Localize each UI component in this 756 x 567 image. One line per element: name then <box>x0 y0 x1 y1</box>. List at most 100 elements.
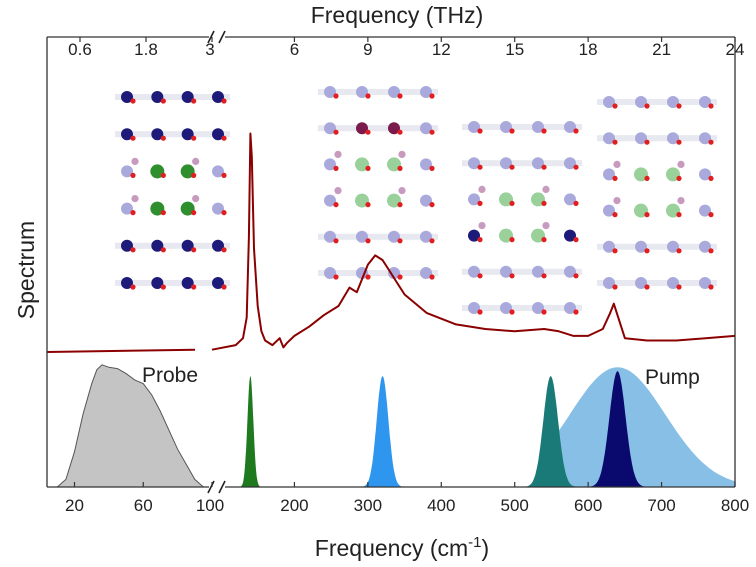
bottom-tick-label: 60 <box>134 496 153 515</box>
atom <box>121 202 133 215</box>
oxygen-atom <box>429 165 435 171</box>
atom <box>334 187 342 195</box>
oxygen-atom <box>221 98 227 104</box>
oxygen-atom <box>429 129 435 135</box>
oxygen-atom <box>365 93 371 99</box>
atom <box>324 122 336 135</box>
oxygen-atom <box>130 247 136 253</box>
atom <box>603 277 615 289</box>
oxygen-atom <box>612 284 618 290</box>
atom <box>151 277 164 289</box>
atom <box>334 150 342 158</box>
oxygen-atom <box>221 172 227 178</box>
oxygen-atom <box>191 135 197 141</box>
oxygen-atom <box>477 128 483 134</box>
atom <box>468 157 480 170</box>
atom <box>564 193 576 206</box>
oxygen-atom <box>541 164 547 170</box>
atom <box>468 229 480 242</box>
atom <box>603 168 615 181</box>
bottom-axis-title-close: ) <box>482 535 490 561</box>
oxygen-atom <box>477 273 483 279</box>
oxygen-atom <box>191 98 197 104</box>
atom <box>121 128 133 141</box>
bottom-tick-label: 20 <box>65 496 84 515</box>
oxygen-atom <box>509 309 515 315</box>
oxygen-atom <box>612 103 618 109</box>
oxygen-atom <box>644 103 650 109</box>
top-tick-label: 24 <box>726 40 745 59</box>
top-tick-label: 6 <box>290 40 299 59</box>
atom <box>388 230 400 243</box>
lattice-plane <box>462 268 582 275</box>
oxygen-atom <box>573 128 579 134</box>
atom <box>603 96 615 108</box>
bottom-axis-title: Frequency (cm-1) <box>315 534 489 561</box>
atom <box>324 158 336 171</box>
axis-break-mark <box>207 30 215 44</box>
atom <box>420 194 432 207</box>
oxygen-atom <box>541 309 547 315</box>
atom <box>667 132 679 145</box>
oxygen-atom <box>477 309 483 315</box>
atom <box>699 277 711 289</box>
atom <box>478 185 486 193</box>
atom <box>699 240 711 253</box>
bottom-axis-ticks: 20 60 100 200 300 400 500 600 700 800 <box>65 482 749 515</box>
atom <box>542 185 550 193</box>
oxygen-atom <box>477 200 483 206</box>
crystal-inset-4 <box>597 96 717 290</box>
spectrum-line <box>211 132 736 351</box>
oxygen-atom <box>221 210 227 216</box>
top-tick-label: 15 <box>505 40 524 59</box>
top-tick-label: 0.6 <box>68 40 92 59</box>
narrow-pulse-1 <box>238 376 263 487</box>
plot-area <box>46 132 736 488</box>
atom <box>121 239 133 252</box>
oxygen-atom <box>644 248 650 254</box>
oxygen-atom <box>509 164 515 170</box>
oxygen-atom <box>130 135 136 141</box>
atom <box>398 187 406 195</box>
oxygen-atom <box>676 139 682 145</box>
oxygen-atom <box>429 93 435 99</box>
crystal-inset-3 <box>462 121 582 315</box>
oxygen-atom <box>644 175 650 181</box>
atom <box>131 195 139 203</box>
atom <box>420 158 432 171</box>
top-tick-label: 3 <box>205 40 214 59</box>
atom <box>699 168 711 181</box>
atom <box>324 230 336 243</box>
oxygen-atom <box>221 247 227 253</box>
oxygen-atom <box>365 165 371 171</box>
top-tick-label: 21 <box>652 40 671 59</box>
oxygen-atom <box>160 172 166 178</box>
bottom-tick-label: 800 <box>721 496 749 515</box>
oxygen-atom <box>676 284 682 290</box>
oxygen-atom <box>612 212 618 218</box>
atom <box>500 157 512 170</box>
atom <box>468 265 480 278</box>
oxygen-atom <box>676 248 682 254</box>
top-tick-label: 12 <box>432 40 451 59</box>
oxygen-atom <box>365 202 371 208</box>
oxygen-atom <box>365 274 371 280</box>
atom <box>121 277 133 289</box>
oxygen-atom <box>676 103 682 109</box>
atom <box>324 86 336 98</box>
lattice-plane <box>115 94 230 100</box>
bottom-tick-label: 700 <box>647 496 675 515</box>
lattice-plane <box>115 131 230 138</box>
bottom-tick-label: 400 <box>427 496 455 515</box>
atom <box>635 240 647 253</box>
atom <box>635 277 647 289</box>
atom <box>212 277 224 289</box>
oxygen-atom <box>541 200 547 206</box>
oxygen-atom <box>160 210 166 216</box>
oxygen-atom <box>333 238 339 244</box>
atom <box>420 230 432 243</box>
atom <box>613 197 621 205</box>
oxygen-atom <box>429 274 435 280</box>
atom <box>468 121 480 133</box>
oxygen-atom <box>333 165 339 171</box>
